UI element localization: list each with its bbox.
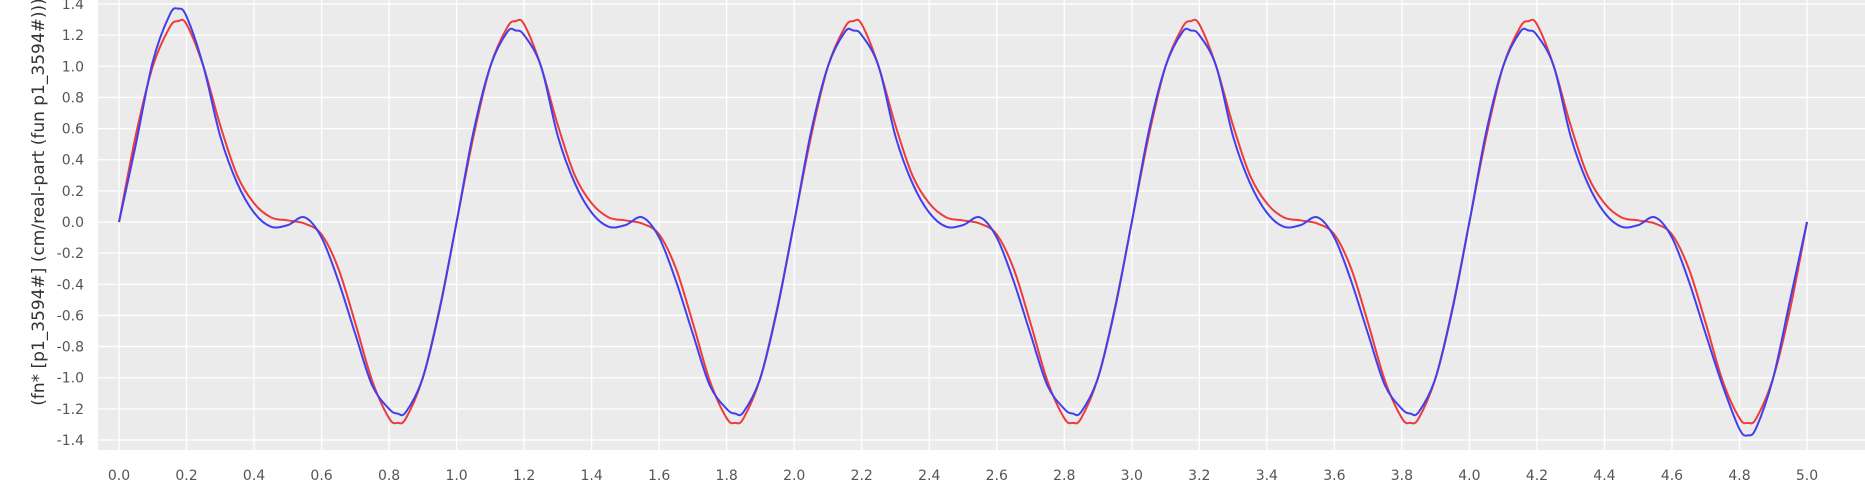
series-line-1 — [118, 18, 1808, 425]
x-tick-label: 4.0 — [1458, 468, 1480, 484]
x-tick-label: 1.6 — [648, 468, 670, 484]
x-tick-label: 3.2 — [1188, 468, 1210, 484]
y-tick-label: -1.0 — [57, 371, 84, 387]
x-tick-label: 1.4 — [581, 468, 603, 484]
y-tick-label: -0.4 — [57, 277, 84, 293]
x-axis-ticks: 0.0 0.2 0.4 0.6 0.8 1.0 1.2 1.4 1.6 1.8 2.0 2.2 2.4 2… — [108, 468, 1818, 484]
y-tick-label: 1.0 — [62, 59, 84, 75]
x-tick-label: 4.4 — [1593, 468, 1615, 484]
y-tick-label: 1.4 — [62, 0, 84, 13]
y-tick-label: -1.4 — [57, 433, 84, 449]
x-tick-label: 3.6 — [1323, 468, 1345, 484]
x-tick-label: 0.2 — [175, 468, 197, 484]
x-tick-label: 1.0 — [445, 468, 467, 484]
y-tick-label: 1.2 — [62, 28, 84, 44]
x-tick-label: 0.8 — [378, 468, 400, 484]
x-tick-label: 1.8 — [716, 468, 738, 484]
x-tick-label: 1.2 — [513, 468, 535, 484]
x-tick-label: 2.0 — [783, 468, 805, 484]
x-tick-label: 3.0 — [1121, 468, 1143, 484]
y-tick-label: -0.6 — [57, 308, 84, 324]
x-tick-label: 0.0 — [108, 468, 130, 484]
y-tick-label: -0.8 — [57, 340, 84, 356]
y-tick-label: 0.6 — [62, 122, 84, 138]
y-tick-label: 0.8 — [62, 90, 84, 106]
x-tick-label: 5.0 — [1796, 468, 1818, 484]
y-tick-label: -0.2 — [57, 246, 84, 262]
x-tick-label: 2.4 — [918, 468, 940, 484]
x-tick-label: 0.4 — [243, 468, 265, 484]
x-tick-label: 2.8 — [1053, 468, 1075, 484]
series-line-2 — [118, 7, 1808, 437]
y-tick-label: 0.2 — [62, 184, 84, 200]
y-tick-label: -1.2 — [57, 402, 84, 418]
x-tick-label: 3.8 — [1391, 468, 1413, 484]
x-tick-label: 4.2 — [1526, 468, 1548, 484]
x-tick-label: 2.2 — [851, 468, 873, 484]
y-axis-ticks: 1.4 1.2 1.0 0.8 0.6 0.4 0.2 0.0 -0.2 -0.4 -0.6 -0.8… — [57, 0, 84, 449]
y-tick-label: 0.4 — [62, 153, 84, 169]
grid-lines — [98, 0, 1865, 450]
series-lines — [118, 7, 1808, 437]
y-axis-label: (fn* [p1_3594#] (cm/real-part (fun p1_35… — [29, 0, 49, 406]
x-tick-label: 4.6 — [1661, 468, 1683, 484]
x-tick-label: 0.6 — [310, 468, 332, 484]
x-tick-label: 4.8 — [1728, 468, 1750, 484]
y-tick-label: 0.0 — [62, 215, 84, 231]
x-tick-label: 2.6 — [986, 468, 1008, 484]
x-tick-label: 3.4 — [1256, 468, 1278, 484]
